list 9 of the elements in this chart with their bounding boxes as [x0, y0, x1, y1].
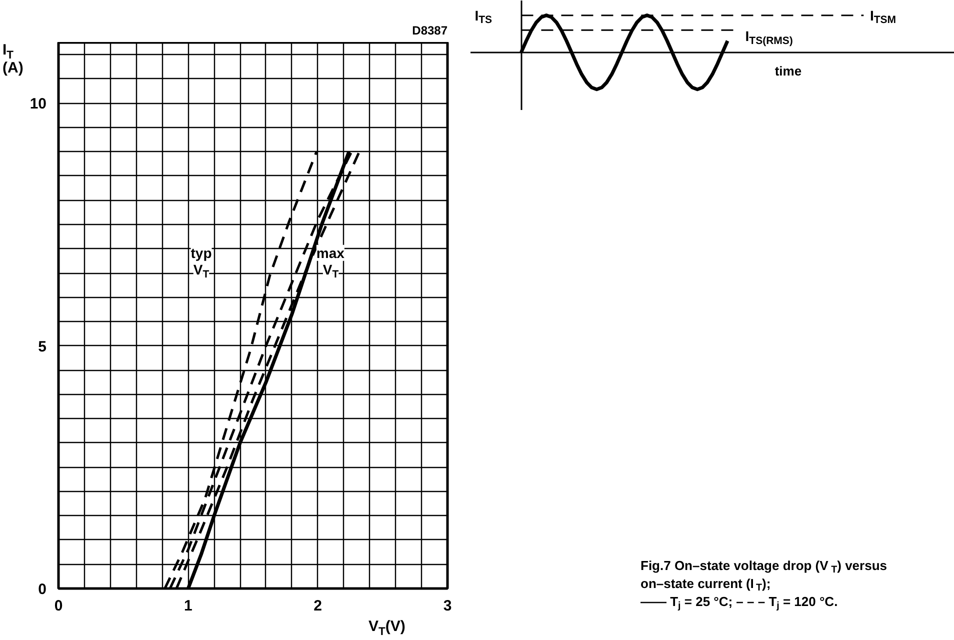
x-tick-label: 2: [314, 598, 322, 614]
y-tick-label: 10: [30, 96, 47, 113]
y-tick-label: 5: [38, 338, 46, 356]
text: D8387: [412, 24, 448, 38]
x-tick-label: 3: [443, 598, 452, 614]
x-tick-label: 1: [184, 598, 192, 614]
x-axis-title: time: [774, 63, 802, 78]
x-tick-label: 0: [54, 598, 63, 614]
y-tick-label: 0: [38, 581, 46, 598]
